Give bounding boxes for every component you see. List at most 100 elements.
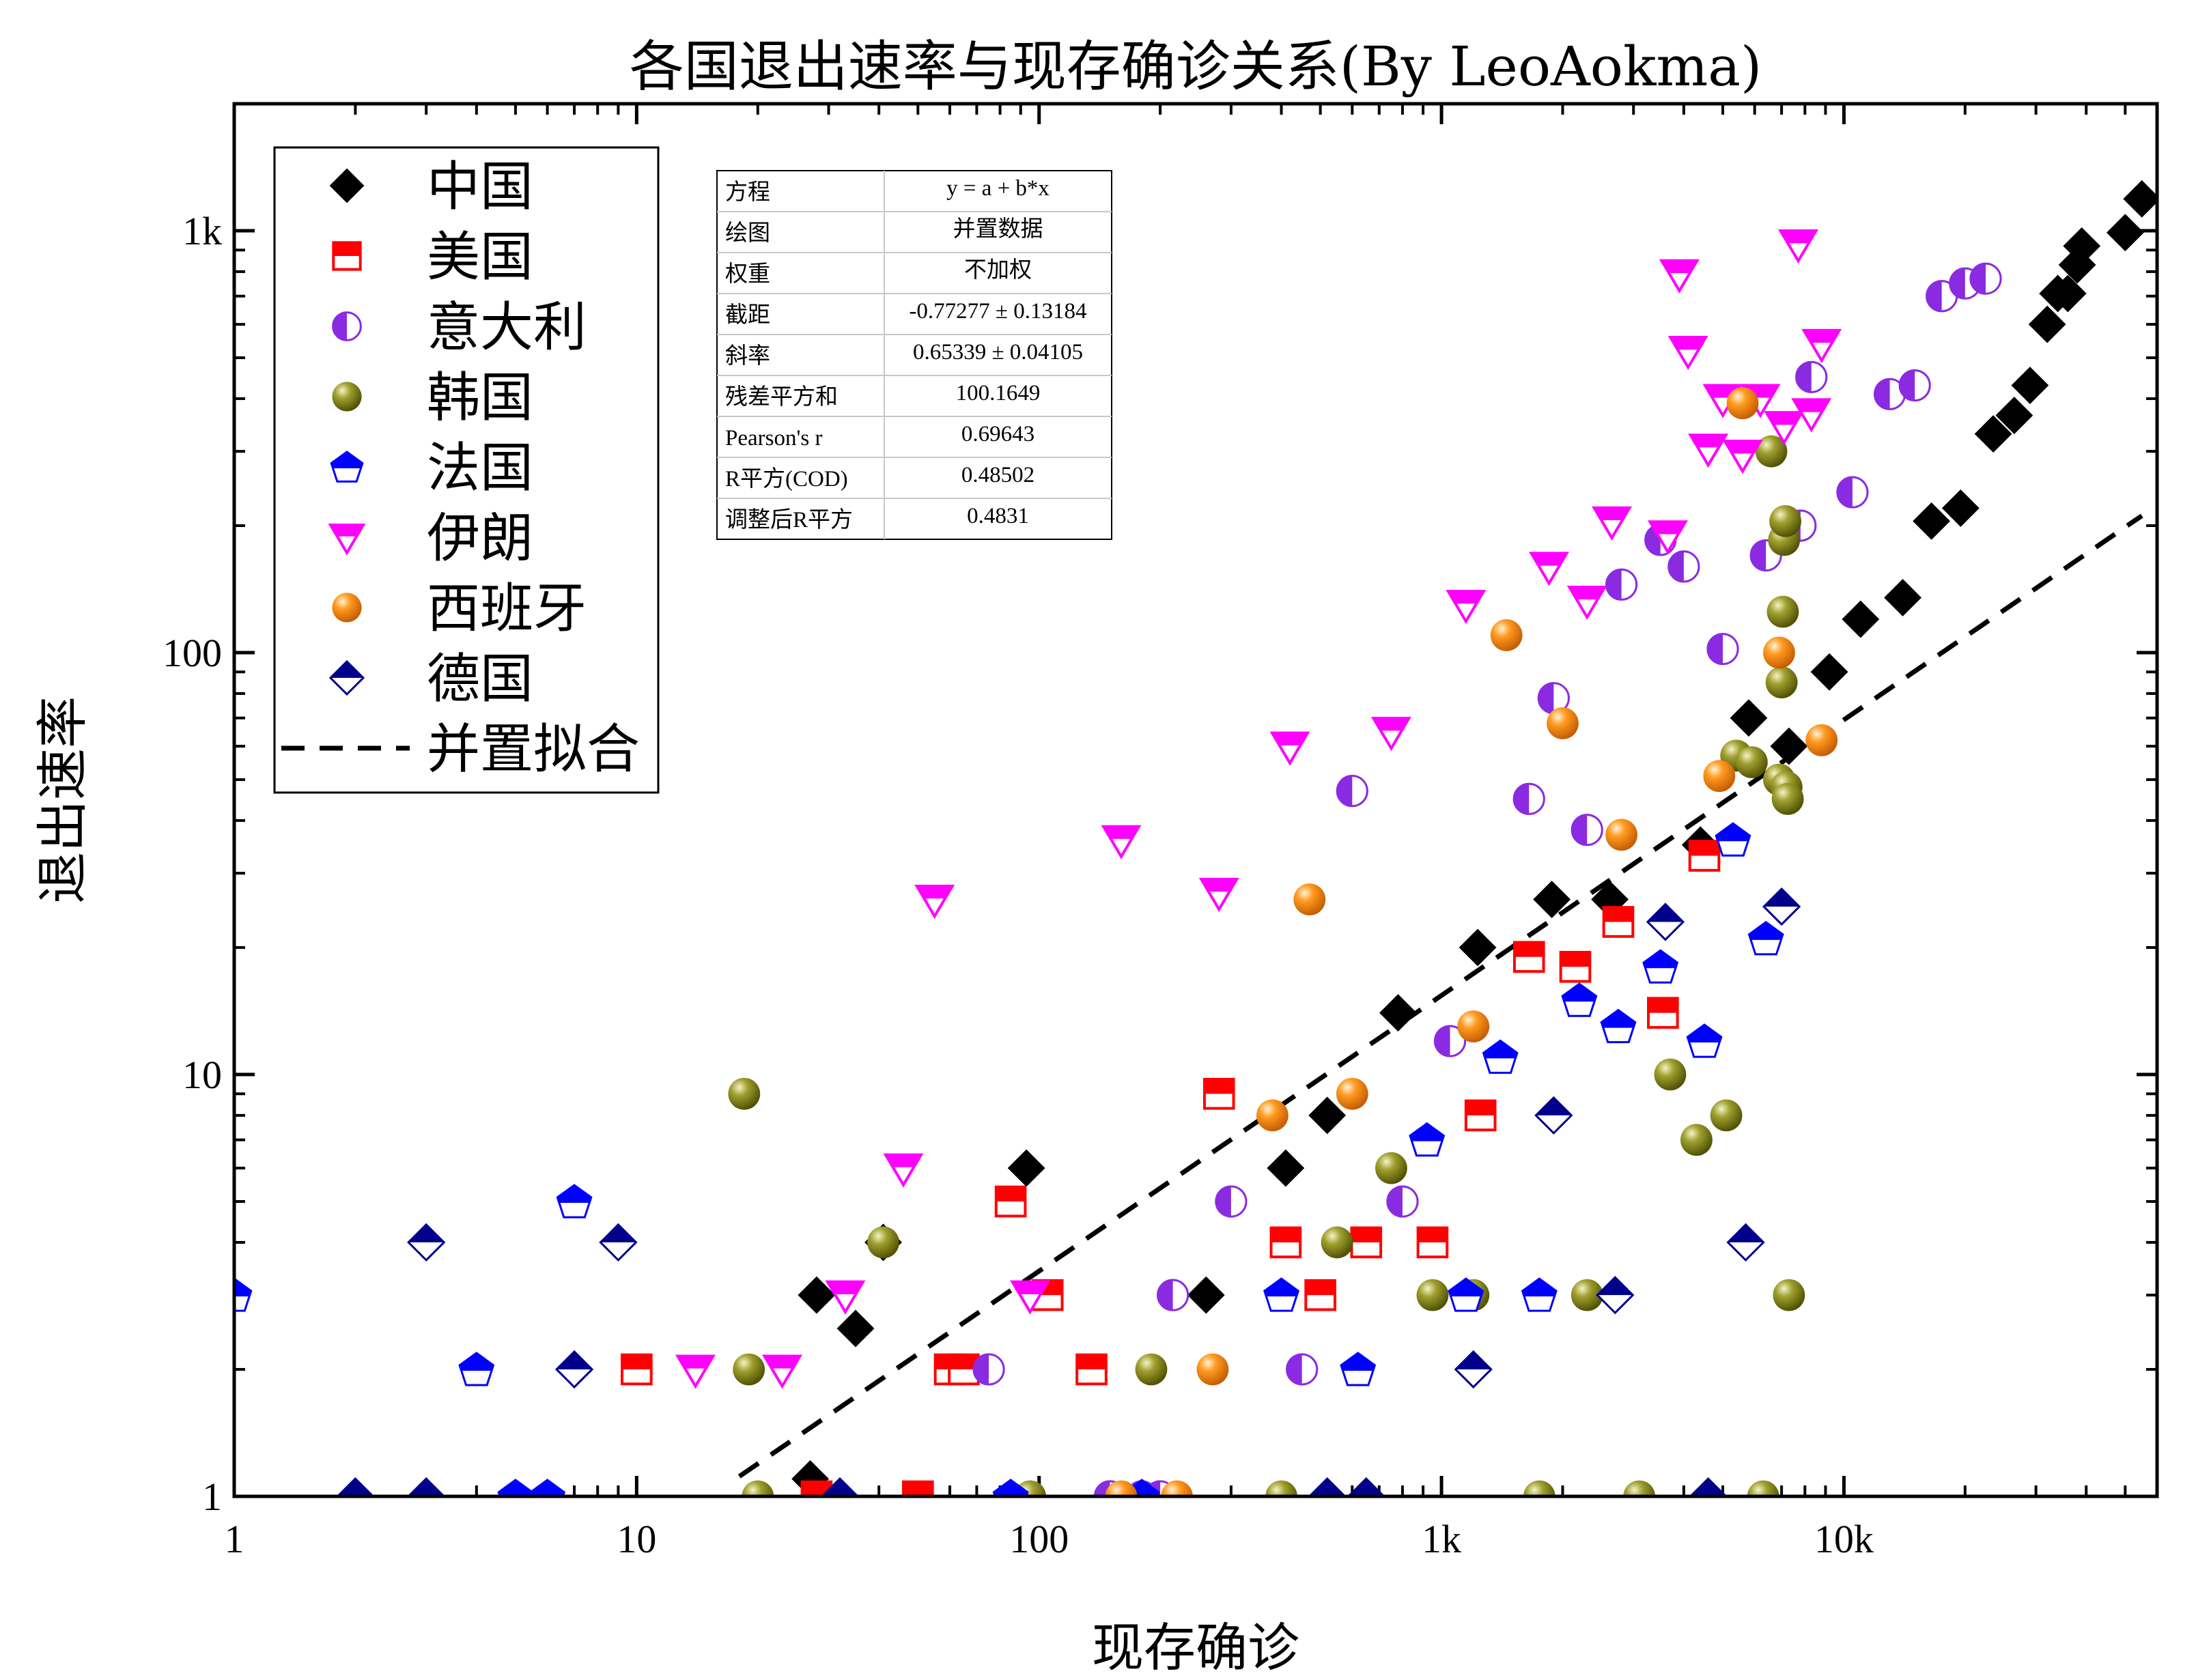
stats-value: 0.4831 <box>967 504 1029 528</box>
data-point <box>1623 1480 1656 1496</box>
data-point <box>1350 1226 1383 1259</box>
data-point <box>1726 1223 1765 1262</box>
legend-marker <box>332 311 362 341</box>
data-point <box>1771 782 1804 815</box>
data-point <box>1873 378 1906 410</box>
data-point <box>1215 1185 1248 1218</box>
data-point <box>599 1223 638 1262</box>
data-point <box>1101 825 1142 859</box>
data-point <box>336 1477 375 1496</box>
data-point <box>1336 775 1368 808</box>
data-point <box>1198 877 1239 913</box>
data-point <box>1689 1477 1728 1496</box>
x-tick-label: 1k <box>1422 1517 1461 1561</box>
data-point <box>1075 1353 1108 1386</box>
data-point <box>1926 280 1958 313</box>
data-point <box>1654 1058 1687 1091</box>
data-point <box>1688 840 1721 872</box>
stats-label: Pearson's r <box>725 426 823 451</box>
data-point <box>497 1479 534 1496</box>
data-point <box>1571 814 1603 846</box>
data-point <box>1605 818 1637 851</box>
data-point <box>1805 724 1838 756</box>
data-point <box>1715 822 1751 857</box>
data-point <box>992 1479 1029 1496</box>
data-point <box>1600 1008 1637 1044</box>
data-point <box>1706 633 1739 666</box>
data-point <box>728 1077 761 1110</box>
data-point <box>1778 229 1818 264</box>
data-point <box>1433 1025 1467 1057</box>
data-point <box>407 1477 446 1496</box>
data-point <box>1605 568 1638 601</box>
data-point <box>1647 520 1688 555</box>
data-point <box>1755 435 1788 468</box>
data-point <box>1196 1353 1229 1386</box>
data-point <box>1409 1122 1446 1157</box>
data-point <box>1667 550 1700 583</box>
data-point <box>1512 941 1545 973</box>
data-point <box>1533 881 1571 918</box>
data-point <box>1157 1279 1190 1311</box>
data-point <box>1523 1480 1556 1496</box>
data-point <box>1680 1124 1713 1156</box>
data-point <box>1773 1279 1805 1311</box>
data-point <box>994 1185 1027 1218</box>
data-point <box>1521 1277 1558 1312</box>
legend-label: 伊朗 <box>427 508 533 569</box>
data-point <box>2049 274 2087 313</box>
data-point <box>1730 699 1768 737</box>
data-point <box>1747 921 1784 956</box>
stats-label: 调整后R平方 <box>725 507 853 532</box>
data-point <box>1842 600 1880 638</box>
data-point <box>1770 727 1808 765</box>
data-point <box>820 1477 860 1496</box>
data-point <box>1308 1096 1347 1135</box>
data-point <box>1448 1277 1484 1312</box>
data-point <box>1726 387 1759 420</box>
stats-label: 残差平方和 <box>725 384 838 410</box>
data-point <box>1446 590 1487 625</box>
legend-label: 并置拟合 <box>427 719 640 780</box>
data-point <box>1596 1276 1635 1315</box>
data-point <box>1791 398 1832 433</box>
y-tick-label: 1 <box>202 1475 222 1519</box>
data-point <box>1995 397 2033 434</box>
data-points <box>234 180 2157 1496</box>
data-point <box>1490 619 1523 651</box>
data-point <box>1762 887 1801 926</box>
data-point <box>1747 1480 1779 1496</box>
data-point <box>1969 262 2002 295</box>
data-point <box>1304 1279 1336 1311</box>
legend-label: 德国 <box>427 649 533 710</box>
stats-label: 斜率 <box>725 343 770 369</box>
data-point <box>1688 433 1729 468</box>
legend-marker <box>329 168 365 203</box>
data-point <box>1686 1023 1723 1058</box>
legend-marker <box>332 593 362 623</box>
fit-line-layer <box>737 513 2143 1479</box>
data-point <box>1659 259 1700 294</box>
y-axis-label: 退出速率 <box>32 696 93 904</box>
data-point <box>1646 902 1685 941</box>
data-point <box>1482 1039 1519 1074</box>
data-point <box>1884 579 1922 616</box>
data-point <box>1898 369 1931 402</box>
stats-label: 权重 <box>725 261 770 287</box>
axis-ticks: 1 10 100 1k 10k 1 10 100 1k <box>163 102 2158 1561</box>
data-point <box>529 1479 566 1496</box>
x-axis-label: 现存确诊 <box>1092 1617 1299 1678</box>
data-point <box>1763 636 1795 669</box>
data-point <box>1269 731 1310 766</box>
data-point <box>1286 1353 1319 1386</box>
x-tick-label: 10k <box>1814 1517 1874 1561</box>
data-point <box>1765 666 1798 699</box>
data-point <box>825 1280 866 1315</box>
legend-marker <box>328 524 366 556</box>
data-point <box>1010 1280 1051 1315</box>
data-point <box>234 1277 253 1312</box>
stats-value: 0.65339 ± 0.04105 <box>913 340 1083 365</box>
stats-value: 不加权 <box>964 257 1032 283</box>
data-point <box>2028 305 2066 343</box>
